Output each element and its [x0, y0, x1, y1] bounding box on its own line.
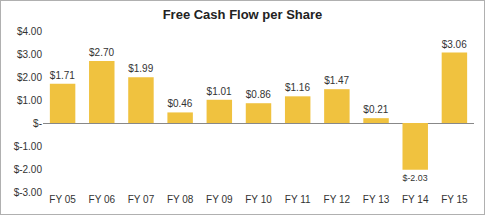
svg-text:$-: $-: [33, 118, 42, 129]
svg-text:$-2.03: $-2.03: [403, 173, 428, 183]
svg-text:$-2.00: $-2.00: [14, 164, 43, 175]
svg-text:$3.06: $3.06: [442, 39, 467, 50]
svg-text:$3.00: $3.00: [17, 49, 42, 60]
svg-text:$1.01: $1.01: [207, 86, 232, 97]
svg-text:FY 07: FY 07: [128, 194, 155, 205]
svg-text:$0.21: $0.21: [363, 104, 388, 115]
svg-text:FY 14: FY 14: [402, 194, 429, 205]
svg-text:$1.71: $1.71: [50, 70, 75, 81]
svg-text:Free Cash Flow per Share: Free Cash Flow per Share: [163, 7, 323, 22]
svg-text:$0.86: $0.86: [246, 89, 271, 100]
svg-text:$2.70: $2.70: [89, 47, 114, 58]
svg-text:FY 05: FY 05: [49, 194, 76, 205]
svg-text:$1.99: $1.99: [128, 63, 153, 74]
svg-text:FY 08: FY 08: [167, 194, 194, 205]
svg-text:FY 13: FY 13: [363, 194, 390, 205]
svg-text:$-3.00: $-3.00: [14, 187, 43, 198]
svg-text:FY 12: FY 12: [324, 194, 351, 205]
svg-text:$-1.00: $-1.00: [14, 141, 43, 152]
svg-text:$0.46: $0.46: [167, 98, 192, 109]
svg-text:$4.00: $4.00: [17, 26, 42, 37]
svg-text:FY 15: FY 15: [441, 194, 468, 205]
svg-text:$1.47: $1.47: [324, 75, 349, 86]
svg-text:FY 11: FY 11: [285, 194, 311, 205]
svg-text:FY 10: FY 10: [245, 194, 272, 205]
svg-text:FY 06: FY 06: [89, 194, 116, 205]
svg-text:$2.00: $2.00: [17, 72, 42, 83]
svg-text:$1.16: $1.16: [285, 82, 310, 93]
svg-text:FY 09: FY 09: [206, 194, 233, 205]
svg-text:$1.00: $1.00: [17, 95, 42, 106]
